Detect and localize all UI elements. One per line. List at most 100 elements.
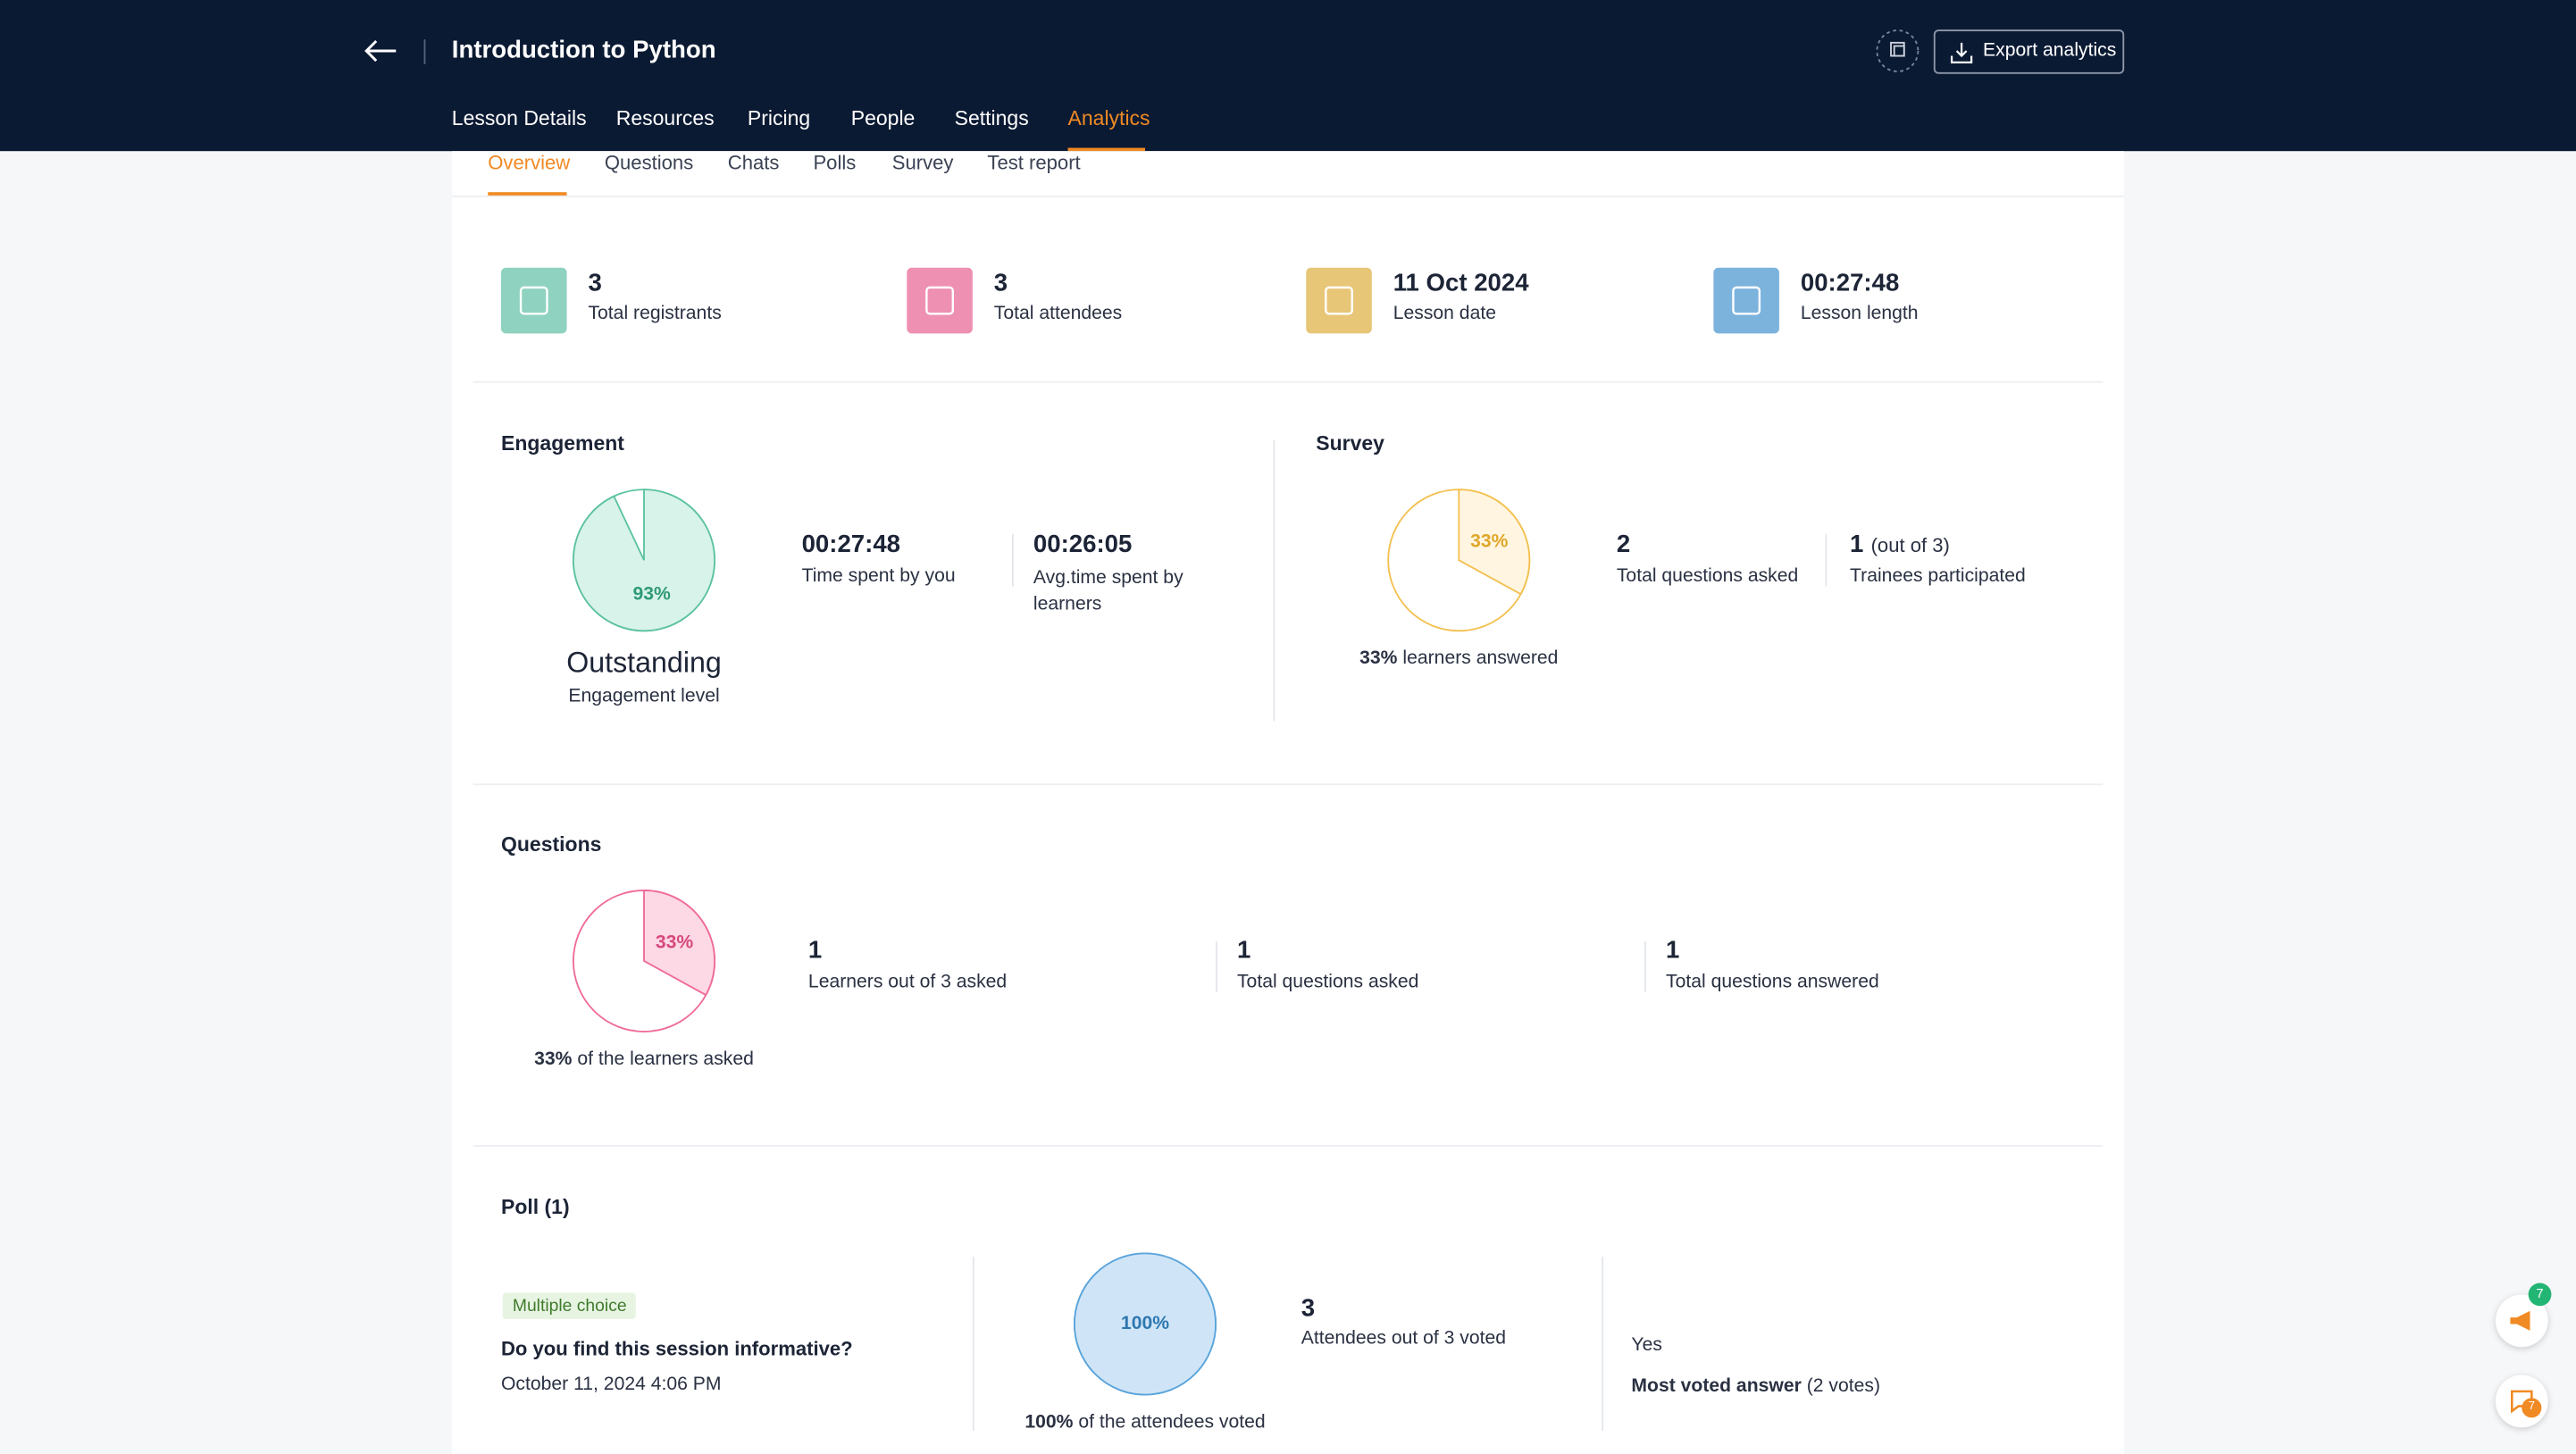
icon-glyph xyxy=(925,286,954,315)
divider xyxy=(473,1144,2103,1147)
caption-value: 100% xyxy=(1025,1412,1074,1433)
export-button[interactable]: Export analytics xyxy=(1933,29,2125,74)
questions-pie: 33% xyxy=(570,887,718,1035)
megaphone-icon xyxy=(2510,1310,2530,1331)
pie-caption: 33% learners answered xyxy=(1294,648,1623,671)
metric-value: 2 xyxy=(1616,531,1631,559)
badge-count: 7 xyxy=(2522,1398,2542,1418)
section-title: Engagement xyxy=(500,431,624,455)
content-panel: Overview Questions Chats Polls Survey Test re… xyxy=(451,151,2125,1454)
stat-value: 3 xyxy=(993,269,1008,297)
stat-value: 3 xyxy=(588,269,602,297)
nav-tab[interactable]: People xyxy=(850,106,916,130)
pie-caption: 33% of the learners asked xyxy=(480,1048,808,1071)
sub-tab[interactable]: Survey xyxy=(891,151,954,174)
survey-pie: 33% xyxy=(1385,486,1534,634)
engagement-level-label: Engagement level xyxy=(568,686,720,706)
pie-svg: 93% xyxy=(572,489,716,632)
stat-icon xyxy=(1713,267,1779,334)
pie-label: 100% xyxy=(1121,1313,1169,1333)
metric-label: Learners out of 3 asked xyxy=(807,972,1008,992)
section-title: Questions xyxy=(500,832,602,857)
divider xyxy=(1825,533,1827,587)
sub-tab[interactable]: Test report xyxy=(987,151,1081,174)
download-icon xyxy=(1950,42,1973,63)
most-voted-votes: (2 votes) xyxy=(1806,1376,1881,1397)
metric-label: Total questions asked xyxy=(1616,566,1799,587)
divider xyxy=(451,195,2125,197)
divider xyxy=(473,783,2103,786)
stat-value: 00:27:48 xyxy=(1800,269,1900,297)
divider xyxy=(1216,940,1217,992)
section-title: Survey xyxy=(1316,431,1384,455)
header: Introduction to Python Export analytics … xyxy=(0,0,2576,152)
pie-slice xyxy=(643,889,715,997)
metric-number: 1 xyxy=(1850,531,1864,559)
pie-slice xyxy=(1458,489,1531,596)
poll-pie: 100% xyxy=(1071,1250,1219,1399)
icon-glyph xyxy=(1732,286,1761,315)
section-title: Poll (1) xyxy=(500,1196,570,1219)
metric-label: Total questions asked xyxy=(1236,972,1419,992)
metric-value: 00:27:48 xyxy=(801,531,901,559)
divider xyxy=(1012,533,1014,587)
pie-label: 33% xyxy=(1470,531,1509,552)
poll-type-badge: Multiple choice xyxy=(502,1292,637,1319)
most-voted: Most voted answer (2 votes) xyxy=(1631,1375,1880,1398)
divider xyxy=(1644,940,1646,992)
stat-icon xyxy=(500,267,567,334)
caption-text: of the learners asked xyxy=(577,1049,754,1070)
metric-label: Trainees participated xyxy=(1850,566,2026,587)
poll-question: Do you find this session informative? xyxy=(500,1337,853,1360)
copy-button[interactable] xyxy=(1875,28,1921,74)
sub-tab[interactable]: Overview xyxy=(488,151,571,174)
poll-date: October 11, 2024 4:06 PM xyxy=(500,1375,722,1395)
poll-answer: Yes xyxy=(1631,1335,1662,1356)
nav-tab[interactable]: Resources xyxy=(615,106,715,130)
divider xyxy=(1602,1257,1604,1432)
engagement-pie: 93% xyxy=(570,486,718,634)
caption-value: 33% xyxy=(534,1049,573,1070)
stat-label: Lesson date xyxy=(1393,304,1496,324)
stat-label: Total attendees xyxy=(993,304,1123,324)
metric-value: 00:26:05 xyxy=(1033,531,1133,559)
metric-label: Attendees out of 3 voted xyxy=(1301,1328,1507,1350)
stat-label: Lesson length xyxy=(1800,304,1919,324)
sub-tab[interactable]: Polls xyxy=(813,151,857,174)
most-voted-label: Most voted answer xyxy=(1631,1376,1802,1397)
metric-extra: (out of 3) xyxy=(1870,533,1950,557)
announcements-button[interactable]: 7 xyxy=(2495,1283,2552,1348)
metric-label: Total questions answered xyxy=(1666,972,1879,992)
caption-text: learners answered xyxy=(1402,648,1559,669)
metric-value: 1 xyxy=(807,936,823,965)
pie-svg: 33% xyxy=(572,889,716,1032)
pie-label: 33% xyxy=(656,932,694,952)
back-button[interactable] xyxy=(362,38,397,63)
active-sub-tab-underline xyxy=(488,192,567,196)
divider xyxy=(972,1257,974,1432)
active-tab-underline xyxy=(1067,147,1145,152)
metric-label: Time spent by you xyxy=(801,566,956,587)
nav-tab[interactable]: Settings xyxy=(954,106,1029,130)
metric-value: 1 xyxy=(1236,936,1251,965)
engagement-level: Outstanding xyxy=(566,645,722,679)
metric-value: 3 xyxy=(1301,1294,1316,1323)
export-label: Export analytics xyxy=(1983,40,2117,62)
caption-value: 33% xyxy=(1359,648,1398,669)
icon-glyph xyxy=(519,286,548,315)
pie-svg: 100% xyxy=(1073,1252,1217,1396)
nav-tab[interactable]: Analytics xyxy=(1067,106,1150,130)
stat-value: 11 Oct 2024 xyxy=(1393,269,1529,297)
divider xyxy=(423,39,426,64)
sub-tab[interactable]: Chats xyxy=(727,151,780,174)
metric-value: 1 xyxy=(1666,936,1680,965)
stat-label: Total registrants xyxy=(588,304,722,324)
caption-text: of the attendees voted xyxy=(1078,1412,1266,1433)
nav-tab[interactable]: Pricing xyxy=(747,106,811,130)
metric-label: Avg.time spent by learners xyxy=(1033,568,1183,614)
nav-tab[interactable]: Lesson Details xyxy=(451,106,587,130)
help-button[interactable]: 7 xyxy=(2495,1375,2548,1428)
sub-tab[interactable]: Questions xyxy=(604,151,694,174)
